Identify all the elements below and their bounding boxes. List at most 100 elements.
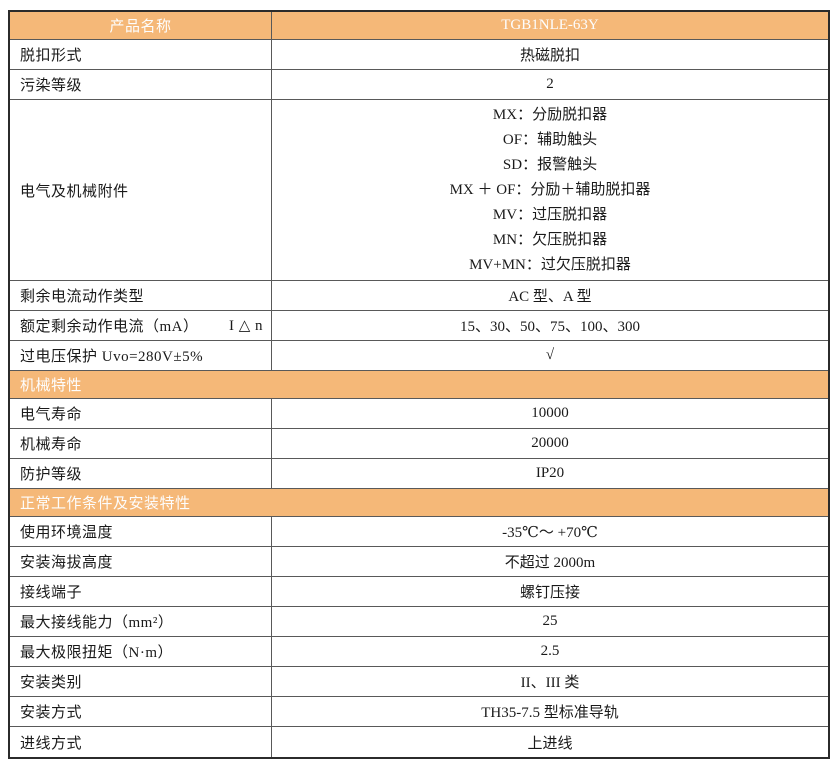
row-value-cell: 25 [272, 607, 828, 636]
row-value-cell: 螺钉压接 [272, 577, 828, 606]
row-value: IP20 [535, 465, 565, 481]
row-value-line: OF：辅助触头 [502, 131, 598, 148]
row-label: 过电压保护 Uvo=280V±5% [20, 349, 204, 365]
product-spec-table: 产品名称 TGB1NLE-63Y 脱扣形式 热磁脱扣污染等级 2 电气及机械附件 MX：… [8, 10, 830, 759]
section-title: 正常工作条件及安装特性 [20, 496, 191, 512]
table-row: 过电压保护 Uvo=280V±5% √ [10, 341, 828, 371]
row-label: 电气寿命 [20, 407, 83, 423]
row-value-line: MX ＋ OF：分励＋辅助脱扣器 [449, 181, 651, 198]
row-label: 剩余电流动作类型 [20, 289, 145, 305]
row-label: 额定剩余动作电流（mA） [20, 319, 199, 335]
row-label-cell: 过电压保护 Uvo=280V±5% [10, 341, 272, 370]
row-value: -35℃～ +70℃ [502, 525, 598, 541]
section-header-row: 正常工作条件及安装特性 [10, 489, 828, 517]
product-model-header-cell: TGB1NLE-63Y [272, 12, 828, 39]
row-label: 机械寿命 [20, 437, 83, 453]
row-label-cell: 额定剩余动作电流（mA） I △ n [10, 311, 272, 340]
row-label: 电气及机械附件 [20, 183, 129, 200]
row-value-cell: 2.5 [272, 637, 828, 666]
row-label-cell: 接线端子 [10, 577, 272, 606]
row-value-line: MV：过压脱扣器 [492, 207, 608, 224]
table-row: 电气及机械附件 MX：分励脱扣器 OF：辅助触头 SD：报警触头 MX ＋ OF：分励＋… [10, 100, 828, 281]
table-row: 安装类别 II、III 类 [10, 667, 828, 697]
row-value-line: MX：分励脱扣器 [492, 106, 608, 123]
row-value-line: SD：报警触头 [502, 156, 598, 173]
row-label: 安装海拔高度 [20, 555, 114, 571]
table-row: 额定剩余动作电流（mA） I △ n 15、30、50、75、100、300 [10, 311, 828, 341]
row-label: 安装方式 [20, 705, 83, 721]
row-label-cell: 使用环境温度 [10, 517, 272, 546]
row-value-cell: 上进线 [272, 727, 828, 757]
table-row: 脱扣形式 热磁脱扣 [10, 40, 828, 70]
row-label-cell: 机械寿命 [10, 429, 272, 458]
row-label: 脱扣形式 [20, 48, 83, 64]
row-value: II、III 类 [520, 675, 580, 691]
row-value-line: MV+MN：过欠压脱扣器 [469, 257, 631, 274]
table-row: 安装方式 TH35-7.5 型标准导轨 [10, 697, 828, 727]
row-label-cell: 最大极限扭矩（N·m） [10, 637, 272, 666]
table-row: 使用环境温度 -35℃～ +70℃ [10, 517, 828, 547]
row-label-cell: 防护等级 [10, 459, 272, 488]
row-value: 2 [546, 76, 554, 92]
row-label: 防护等级 [20, 467, 83, 483]
row-value: 25 [542, 613, 558, 629]
row-value-cell: -35℃～ +70℃ [272, 517, 828, 546]
row-value-cell: AC 型、A 型 [272, 281, 828, 310]
row-label: 安装类别 [20, 675, 83, 691]
row-label: 污染等级 [20, 78, 83, 94]
table-header-row: 产品名称 TGB1NLE-63Y [10, 12, 828, 40]
row-label-cell: 安装方式 [10, 697, 272, 726]
row-value-cell: II、III 类 [272, 667, 828, 696]
row-value: 热磁脱扣 [519, 48, 580, 64]
section-header-row: 机械特性 [10, 371, 828, 399]
table-row: 机械寿命 20000 [10, 429, 828, 459]
row-value-cell: √ [272, 341, 828, 370]
row-label-cell: 安装类别 [10, 667, 272, 696]
row-value: 上进线 [527, 735, 573, 752]
table-row: 剩余电流动作类型 AC 型、A 型 [10, 281, 828, 311]
row-value-cell: 15、30、50、75、100、300 [272, 311, 828, 340]
row-value: √ [545, 347, 555, 363]
row-label-cell: 安装海拔高度 [10, 547, 272, 576]
row-label-cell: 污染等级 [10, 70, 272, 99]
row-value: 10000 [531, 405, 569, 421]
row-value-cell: 10000 [272, 399, 828, 428]
table-row: 进线方式 上进线 [10, 727, 828, 757]
row-label: 使用环境温度 [20, 525, 114, 541]
row-value-cell: TH35-7.5 型标准导轨 [272, 697, 828, 726]
row-value-cell: 20000 [272, 429, 828, 458]
table-row: 最大极限扭矩（N·m） 2.5 [10, 637, 828, 667]
row-value: TH35-7.5 型标准导轨 [481, 705, 619, 721]
row-label-cell: 最大接线能力（mm²） [10, 607, 272, 636]
row-label: 接线端子 [20, 585, 83, 601]
table-row: 安装海拔高度 不超过 2000m [10, 547, 828, 577]
row-value-cell: 热磁脱扣 [272, 40, 828, 69]
row-value: 15、30、50、75、100、300 [459, 319, 640, 335]
table-row: 电气寿命 10000 [10, 399, 828, 429]
row-value: 不超过 2000m [504, 555, 596, 571]
table-row: 最大接线能力（mm²） 25 [10, 607, 828, 637]
product-model-value: TGB1NLE-63Y [501, 17, 599, 33]
row-value-cell: MX：分励脱扣器 OF：辅助触头 SD：报警触头 MX ＋ OF：分励＋辅助脱扣器 MV… [272, 100, 828, 280]
row-value-cell: IP20 [272, 459, 828, 488]
row-value-cell: 不超过 2000m [272, 547, 828, 576]
table-row: 污染等级 2 [10, 70, 828, 100]
row-label-cell: 电气寿命 [10, 399, 272, 428]
row-value: AC 型、A 型 [508, 289, 592, 305]
row-value: 20000 [531, 435, 569, 451]
row-value: 螺钉压接 [519, 585, 580, 601]
row-value-cell: 2 [272, 70, 828, 99]
row-value: 2.5 [540, 643, 560, 659]
row-label-cell: 电气及机械附件 [10, 100, 272, 280]
product-name-header-cell: 产品名称 [10, 12, 272, 39]
row-label-cell: 进线方式 [10, 727, 272, 757]
section-title: 机械特性 [20, 378, 83, 394]
row-label-symbol: I △ n [228, 318, 263, 334]
row-label: 进线方式 [20, 735, 83, 752]
row-value-line: MN：欠压脱扣器 [492, 232, 608, 249]
row-label: 最大接线能力（mm²） [20, 615, 174, 631]
row-label-cell: 剩余电流动作类型 [10, 281, 272, 310]
table-row: 防护等级 IP20 [10, 459, 828, 489]
table-row: 接线端子 螺钉压接 [10, 577, 828, 607]
row-label: 最大极限扭矩（N·m） [20, 645, 173, 661]
